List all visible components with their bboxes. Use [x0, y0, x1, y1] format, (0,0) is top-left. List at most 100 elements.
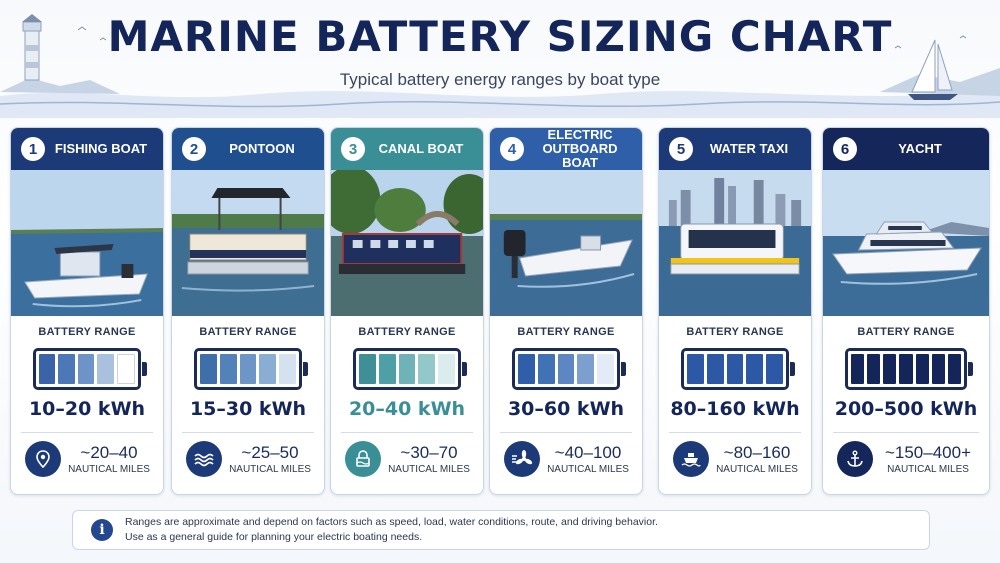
card-fishing-boat: 1 FISHING BOAT BATTERY RANGE 10–20 kWh ~… — [10, 127, 164, 495]
card-title: PONTOON — [229, 141, 295, 156]
battery-cell — [58, 354, 75, 384]
card-title: ELECTRIC OUTBOARD BOAT — [542, 127, 618, 170]
battery-cell — [687, 354, 704, 384]
canal-boat-image — [331, 170, 483, 316]
distance-value: ~150–400+ — [884, 443, 972, 462]
battery-gauge — [845, 348, 973, 390]
battery-kwh: 10–20 kWh — [28, 398, 146, 420]
boat-icon — [673, 441, 709, 477]
distance-value: ~80–160 — [723, 443, 791, 462]
distance-unit: NAUTICAL MILES — [887, 464, 969, 475]
card-header: 1 FISHING BOAT — [11, 128, 163, 170]
card-title: CANAL BOAT — [378, 141, 464, 156]
nautical-range: ~25–50 NAUTICAL MILES — [172, 433, 324, 477]
propeller-icon — [504, 441, 540, 477]
info-icon: i — [91, 519, 113, 541]
divider — [182, 432, 314, 433]
battery-kwh: 30–60 kWh — [507, 398, 625, 420]
battery-cell — [97, 354, 114, 384]
page-title: MARINE BATTERY SIZING CHART — [107, 12, 893, 61]
distance-value: ~20–40 — [80, 443, 138, 462]
note-line-1: Ranges are approximate and depend on fac… — [125, 516, 658, 528]
water-taxi-image — [659, 170, 811, 316]
waves-icon — [186, 441, 222, 477]
battery-cell — [597, 354, 614, 384]
battery-cell — [518, 354, 535, 384]
info-note: i Ranges are approximate and depend on f… — [72, 510, 930, 550]
battery-kwh: 80–160 kWh — [670, 398, 800, 420]
battery-cell — [557, 354, 575, 384]
note-line-2: Use as a general guide for planning your… — [125, 531, 423, 543]
card-header: 3 CANAL BOAT — [331, 128, 483, 170]
battery-cell — [116, 354, 136, 384]
page-subtitle: Typical battery energy ranges by boat ty… — [339, 70, 661, 89]
card-number: 2 — [182, 137, 206, 161]
battery-range-label: BATTERY RANGE — [517, 326, 615, 338]
sailboat-icon — [908, 39, 958, 100]
distance-value: ~25–50 — [241, 443, 299, 462]
distance-unit: NAUTICAL MILES — [229, 464, 311, 475]
card-header: 5 WATER TAXI — [659, 128, 811, 170]
distance-unit: NAUTICAL MILES — [716, 464, 798, 475]
battery-cell — [378, 354, 396, 384]
battery-cell — [883, 354, 897, 384]
battery-cell — [279, 354, 296, 384]
header-decoration — [0, 14, 1000, 118]
battery-range-label: BATTERY RANGE — [199, 326, 297, 338]
distance-unit: NAUTICAL MILES — [68, 464, 150, 475]
battery-cell — [77, 354, 95, 384]
battery-cell — [39, 354, 56, 384]
battery-cell — [766, 354, 783, 384]
nautical-range: ~20–40 NAUTICAL MILES — [11, 433, 163, 477]
location-pin-icon — [25, 441, 61, 477]
battery-cell — [899, 354, 913, 384]
battery-range-label: BATTERY RANGE — [358, 326, 456, 338]
card-number: 3 — [341, 137, 365, 161]
fishing-boat-image — [11, 170, 163, 316]
battery-cell — [947, 354, 961, 384]
card-title: WATER TAXI — [709, 141, 789, 156]
lighthouse-icon — [22, 14, 42, 81]
battery-cell — [418, 354, 436, 384]
card-header: 4 ELECTRIC OUTBOARD BOAT — [490, 128, 642, 170]
lock-icon — [345, 441, 381, 477]
distance-value: ~40–100 — [554, 443, 622, 462]
divider — [833, 432, 979, 433]
card-pontoon: 2 PONTOON BATTERY RANGE 15–30 kWh ~25–50… — [171, 127, 325, 495]
battery-cell — [359, 354, 376, 384]
battery-gauge — [512, 348, 626, 390]
card-number: 1 — [21, 137, 45, 161]
electric-outboard-boat-image — [490, 170, 642, 316]
card-canal-boat: 3 CANAL BOAT BATTERY RANGE 20–40 kWh ~30… — [330, 127, 484, 495]
card-electric-outboard-boat: 4 ELECTRIC OUTBOARD BOAT BATTERY RANGE 3… — [489, 127, 643, 495]
battery-cell — [259, 354, 277, 384]
card-title: FISHING BOAT — [54, 141, 148, 156]
card-title: YACHT — [898, 141, 942, 156]
battery-cell — [398, 354, 416, 384]
card-yacht: 6 YACHT BATTERY RANGE 200–500 kWh ~150–4… — [822, 127, 990, 495]
battery-kwh: 20–40 kWh — [348, 398, 466, 420]
anchor-icon — [837, 441, 873, 477]
nautical-range: ~150–400+ NAUTICAL MILES — [823, 433, 989, 477]
nautical-range: ~30–70 NAUTICAL MILES — [331, 433, 483, 477]
battery-gauge — [681, 348, 795, 390]
divider — [21, 432, 153, 433]
battery-range-label: BATTERY RANGE — [857, 326, 955, 338]
divider — [500, 432, 632, 433]
battery-cell — [915, 354, 929, 384]
battery-cell — [867, 354, 881, 384]
card-number: 4 — [500, 137, 524, 161]
battery-cell — [438, 354, 455, 384]
divider — [341, 432, 473, 433]
card-number: 6 — [833, 137, 857, 161]
divider — [669, 432, 801, 433]
distance-value: ~30–70 — [400, 443, 458, 462]
boat-cards: 1 FISHING BOAT BATTERY RANGE 10–20 kWh ~… — [10, 127, 990, 497]
battery-range-label: BATTERY RANGE — [38, 326, 136, 338]
battery-cell — [239, 354, 257, 384]
battery-range-label: BATTERY RANGE — [686, 326, 784, 338]
battery-cell — [200, 354, 217, 384]
distance-unit: NAUTICAL MILES — [547, 464, 629, 475]
card-header: 6 YACHT — [823, 128, 989, 170]
battery-gauge — [194, 348, 308, 390]
